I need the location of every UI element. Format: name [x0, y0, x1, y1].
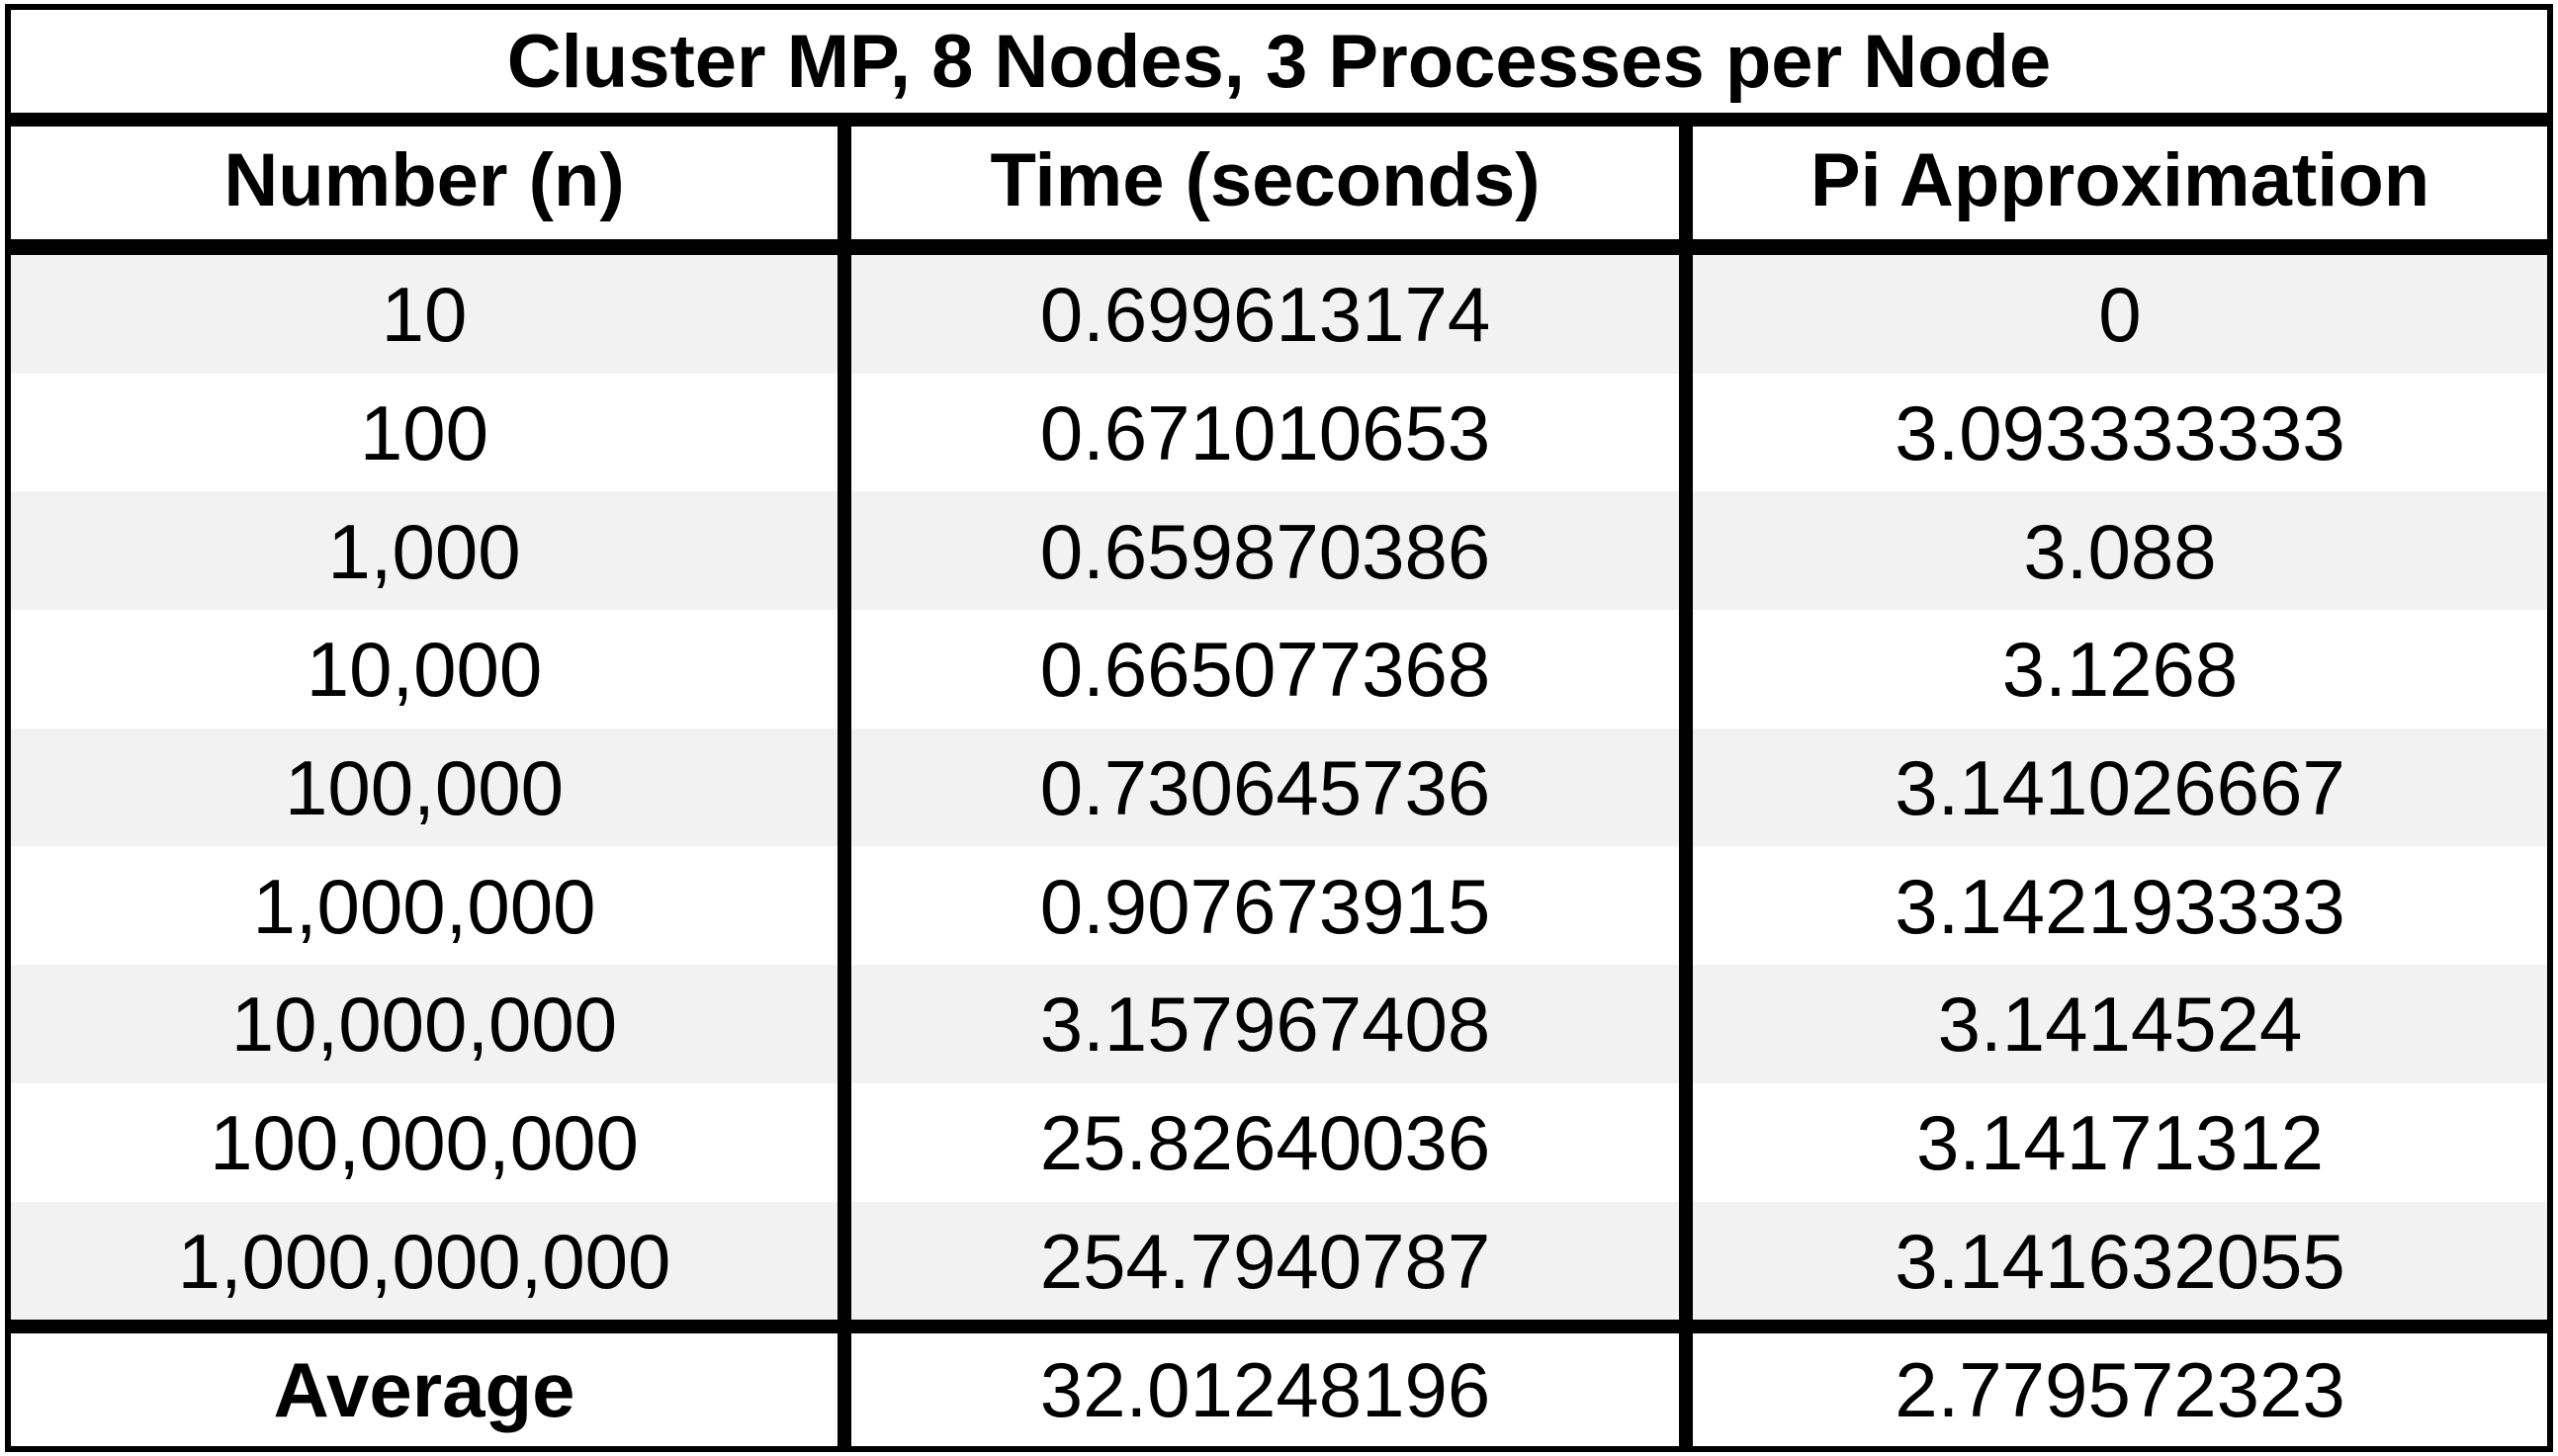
- cell-number: 10,000: [11, 610, 851, 728]
- table-row: 10,000 0.665077368 3.1268: [11, 610, 2547, 728]
- average-time: 32.01248196: [851, 1333, 1693, 1446]
- cell-number: 100,000: [11, 728, 851, 847]
- cell-time: 0.665077368: [851, 610, 1693, 728]
- results-table: Cluster MP, 8 Nodes, 3 Processes per Nod…: [5, 4, 2553, 1452]
- cell-time: 25.82640036: [851, 1082, 1693, 1202]
- table-row: 10 0.699613174 0: [11, 255, 2547, 374]
- cell-pi: 3.141026667: [1693, 728, 2547, 847]
- cell-time: 0.671010653: [851, 373, 1693, 492]
- table-row: 1,000,000 0.907673915 3.142193333: [11, 846, 2547, 966]
- header-pi: Pi Approximation: [1809, 137, 2430, 222]
- cell-pi: 0: [1693, 255, 2547, 374]
- cell-pi: 3.142193333: [1895, 862, 2345, 950]
- average-row: Average 32.01248196 2.779572323: [11, 1333, 2547, 1446]
- cell-number: 1,000,000,000: [11, 1201, 851, 1321]
- cell-pi: 3.088: [1693, 491, 2547, 611]
- cell-number: 10: [11, 255, 851, 374]
- table-body: 10 0.699613174 0 100 0.671010653 3.09333…: [11, 255, 2547, 1333]
- average-pi: 2.779572323: [1895, 1345, 2345, 1433]
- table-title: Cluster MP, 8 Nodes, 3 Processes per Nod…: [11, 10, 2547, 127]
- cell-number: 1,000,000: [11, 846, 851, 966]
- cell-time: 0.907673915: [851, 846, 1693, 966]
- cell-number: 100,000,000: [11, 1082, 851, 1202]
- header-number: Number (n): [11, 127, 851, 239]
- cell-pi: 3.141632055: [1693, 1201, 2547, 1321]
- table-row: 1,000 0.659870386 3.088: [11, 491, 2547, 611]
- cell-time: 0.730645736: [851, 728, 1693, 847]
- table-row: 100 0.671010653 3.093333333: [11, 373, 2547, 492]
- cell-pi: 3.093333333: [1895, 389, 2345, 477]
- cell-number: 1,000: [11, 491, 851, 611]
- table-row: 100,000,000 25.82640036 3.14171312: [11, 1082, 2547, 1202]
- cell-pi: 3.1268: [2001, 626, 2239, 714]
- cell-time: 0.699613174: [851, 255, 1693, 374]
- table-row: 10,000,000 3.157967408 3.1414524: [11, 965, 2547, 1083]
- average-label: Average: [11, 1333, 851, 1446]
- table-row: 1,000,000,000 254.7940787 3.141632055: [11, 1201, 2547, 1321]
- cell-number: 100: [11, 373, 851, 492]
- cell-time: 254.7940787: [851, 1201, 1693, 1321]
- cell-pi: 3.1414524: [1693, 965, 2547, 1083]
- header-row: Number (n) Time (seconds) Pi Approximati…: [11, 127, 2547, 255]
- header-time: Time (seconds): [851, 127, 1693, 239]
- table-row: 100,000 0.730645736 3.141026667: [11, 728, 2547, 847]
- cell-time: 0.659870386: [851, 491, 1693, 611]
- cell-number: 10,000,000: [11, 965, 851, 1083]
- cell-pi: 3.14171312: [1915, 1099, 2325, 1187]
- cell-time: 3.157967408: [851, 965, 1693, 1083]
